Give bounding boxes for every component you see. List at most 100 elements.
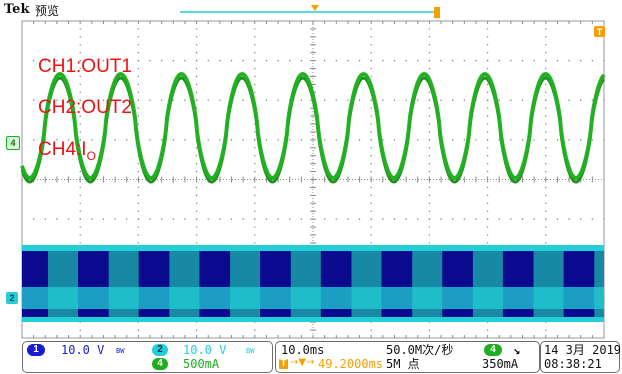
grid-dot [545,186,547,189]
grid-dot [486,170,489,173]
grid-dot [545,155,547,157]
grid-dot [475,139,477,141]
grid-dot [335,99,337,101]
grid-dot [428,194,431,197]
grid-dot [382,59,384,62]
trigger-level-marker[interactable]: T [594,26,605,37]
grid-dot [137,162,140,165]
grid-dot [254,186,256,189]
grid-dot [580,139,582,141]
brand-logo: Tek [4,2,30,17]
ch2-badge: 2 [152,344,168,356]
grid-dot [370,99,372,101]
grid-dot [149,139,151,141]
grid-dot [137,52,140,54]
grid-dot [195,75,198,78]
ch4-ground-marker[interactable]: 4 [6,136,20,150]
ch2-top-envelope [22,245,604,251]
ch1-caption: CH1:OUT1 [38,56,132,77]
datetime-panel: 14 3月 2019 08:38:21 [540,341,621,373]
grid-dot [137,107,140,109]
grid-dot [172,139,175,141]
grid-dot [79,194,81,197]
grid-dot [475,59,477,62]
grid-dot [56,139,58,141]
grid-dot [79,36,81,38]
grid-dot [591,99,594,101]
grid-dot [486,186,489,189]
grid-dot [451,139,454,141]
grid-dot [79,44,81,46]
grid-dot [370,329,372,331]
grid-dot [370,28,372,30]
grid-dot [370,139,372,141]
grid-dot [207,99,209,101]
grid-dot [160,139,163,141]
grid-dot [137,170,140,173]
grid-dot [556,139,559,141]
grid-dot [195,155,198,157]
grid-dot [486,52,489,54]
grid-dot [417,99,419,101]
grid-dot [230,59,233,62]
grid-dot [545,99,547,101]
grid-dot [568,59,570,62]
grid-dot [137,36,140,38]
grid-dot [114,218,116,220]
grid-dot [137,99,140,101]
grid-dot [580,59,582,62]
grid-dot [137,67,140,70]
grid-dot [195,83,198,86]
grid-dot [486,131,489,133]
grid-dot [67,218,70,220]
grid-dot [370,36,372,38]
grid-dot [428,170,431,173]
grid-dot [370,170,372,173]
grid-dot [428,91,431,94]
grid-dot [463,218,466,220]
grid-dot [545,115,547,117]
grid-dot [545,194,547,197]
grid-dot [67,139,70,141]
ch4-scale: 500mA [183,357,220,371]
ch4-caption: CH4:IO [38,139,96,163]
grid-dot [370,115,372,117]
grid-dot [451,59,454,62]
grid-dot [323,99,326,101]
grid-dot [510,139,512,141]
grid-dot [79,242,81,244]
ch4-badge: 4 [152,358,168,370]
grid-dot [545,83,547,86]
grid-dot [195,147,198,149]
grid-dot [195,210,198,212]
grid-dot [207,139,209,141]
grid-dot [486,107,489,109]
grid-dot [195,162,198,165]
grid-dot [126,59,128,62]
grid-dot [428,52,431,54]
ch2-ground-marker-label: 2 [9,293,15,303]
grid-dot [289,59,291,62]
grid-dot [545,147,547,149]
grid-dot [510,218,512,220]
trigger-position-arrow [311,5,319,11]
grid-dot [370,162,372,165]
channel-readout-panel[interactable]: 1 10.0 V BW 2 10.0 V BW 4 500mA [22,341,273,373]
grid-dot [277,59,279,62]
grid-dot [370,75,372,78]
grid-dot [32,218,35,220]
ch1-badge: 1 [27,344,45,356]
grid-dot [184,218,186,220]
grid-dot [254,36,256,38]
grid-dot [521,139,524,141]
grid-dot [149,59,151,62]
trigger-offset-icon: T [279,359,288,369]
grid-dot [137,242,140,244]
grid-dot [451,99,454,101]
grid-dot [417,218,419,220]
grid-dot [486,218,489,220]
ch2-ground-marker[interactable]: 2 [6,292,18,304]
grid-dot [195,218,198,220]
grid-dot [207,59,209,62]
timebase-trigger-panel[interactable]: 10.0ms 50.0M次/秒 T →▼→ 49.2000ms 5M 点 4 ↘… [275,341,540,373]
